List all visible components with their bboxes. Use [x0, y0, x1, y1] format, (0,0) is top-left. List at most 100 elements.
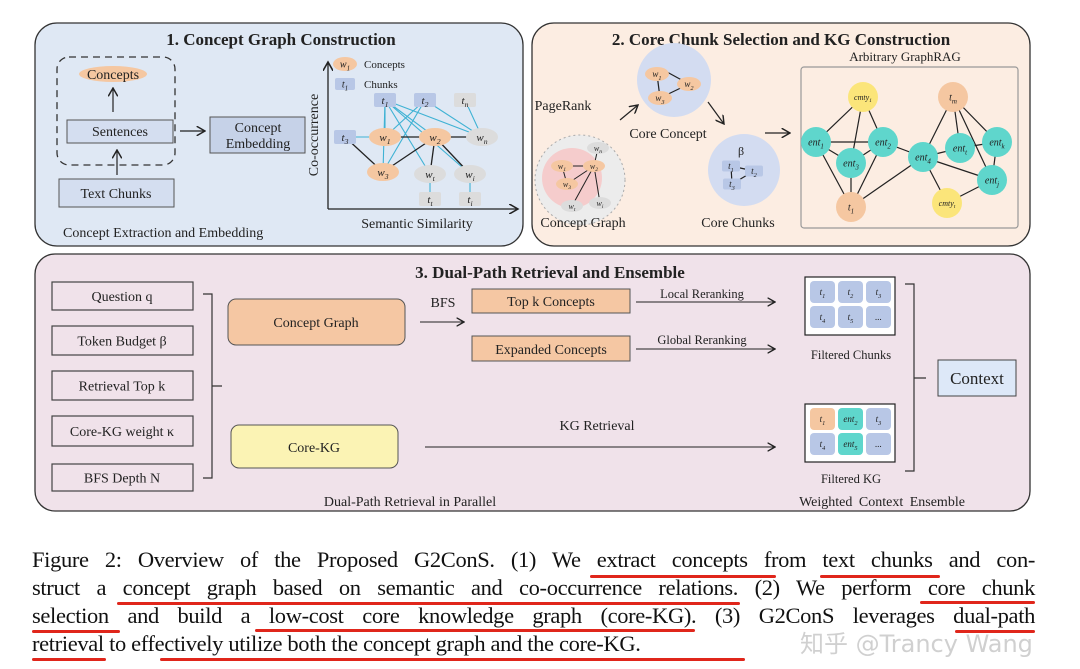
node-label-subscript: 2	[595, 167, 598, 173]
node-label: w3	[377, 167, 388, 181]
graph-edge	[382, 99, 426, 173]
y-axis-label: Co-occurrence	[307, 94, 322, 176]
node-label-base: t	[729, 179, 732, 189]
panel1-title: 1. Concept Graph Construction	[166, 30, 396, 49]
node-label-base: ent	[953, 144, 965, 155]
concept-node	[333, 57, 357, 71]
underline-highlight	[32, 630, 120, 633]
node-label-subscript: 2	[754, 172, 758, 179]
legend-concepts-label: Concepts	[364, 59, 405, 71]
input-parameter-label: BFS Depth N	[84, 472, 160, 487]
result-cell	[866, 408, 891, 430]
kg-node	[932, 188, 962, 218]
node-label-subscript: j	[996, 181, 999, 189]
concept-node	[648, 91, 672, 105]
node-label-subscript: 3	[731, 185, 735, 192]
chunk-node	[414, 93, 436, 107]
node-label-base: t	[876, 414, 879, 424]
chunk-node	[374, 93, 396, 107]
node-label-subscript: 4	[927, 158, 931, 166]
node-label: t4	[820, 439, 826, 452]
node-label-base: t	[848, 312, 851, 322]
node-label-subscript: 2	[854, 420, 858, 427]
kg-retrieval-label: KG Retrieval	[559, 419, 634, 434]
beta-label: β	[738, 144, 744, 158]
g2cons-overview-figure: 1. Concept Graph Construction Concepts S…	[34, 22, 1031, 512]
node-label-base: t	[848, 203, 851, 214]
node-label-subscript: t	[574, 207, 576, 213]
chunk-node	[745, 165, 763, 177]
node-label-subscript: 1	[347, 65, 351, 73]
concept-node	[587, 142, 609, 154]
concept-node	[561, 200, 583, 212]
node-label: tm	[949, 93, 957, 106]
node-label-subscript: t	[430, 199, 433, 208]
node-label-base: w	[558, 162, 564, 171]
node-label: ent5	[843, 439, 857, 452]
node-label-base: ent	[985, 176, 997, 187]
node-label-subscript: 3	[660, 99, 664, 106]
node-label-subscript: 3	[854, 164, 859, 172]
result-cell	[866, 281, 891, 303]
node-label: t1	[342, 80, 348, 93]
expanded-concepts-box	[471, 335, 631, 362]
kg-node	[945, 133, 975, 163]
context-box	[937, 359, 1017, 397]
node-label-subscript: 1	[658, 75, 661, 82]
node-label-base: ent	[989, 138, 1001, 149]
concept-embedding-box	[209, 116, 306, 154]
graph-edge	[952, 96, 993, 181]
result-cell	[866, 433, 891, 455]
node-label-base: ent	[843, 414, 854, 424]
node-label: ent4	[915, 153, 931, 166]
core-kg-label: Core-KG	[288, 441, 340, 456]
graph-edge	[384, 99, 483, 138]
panel-core-chunk-selection: 2. Core Chunk Selection and KG Construct…	[531, 22, 1031, 247]
node-label: w1	[340, 60, 350, 73]
node-label-base: t	[342, 132, 346, 144]
input-parameter-box	[51, 415, 194, 447]
node-label: w1	[652, 69, 661, 82]
kg-node	[848, 82, 878, 112]
concept-node	[414, 165, 446, 183]
caption-line-3: selection and build a low-cost core know…	[32, 603, 1035, 628]
panel3-footer-right: Weighted Context Ensemble	[799, 495, 965, 510]
node-label-base: t	[949, 93, 952, 104]
concept-node	[645, 67, 669, 81]
node-label-base: w	[340, 60, 347, 71]
global-reranking-label: Global Reranking	[657, 333, 747, 347]
node-label: t3	[729, 179, 735, 192]
filtered-kg-label: Filtered KG	[821, 472, 881, 486]
legend-chunks-label: Chunks	[364, 79, 398, 91]
node-label: ...	[875, 312, 882, 322]
node-label-base: cmty	[854, 93, 870, 102]
node-label: w1	[379, 132, 390, 146]
node-label-subscript: 4	[822, 445, 825, 452]
kg-node	[801, 127, 831, 157]
node-label-base: w	[569, 202, 575, 211]
node-label: wt	[569, 202, 576, 213]
node-label-base: w	[594, 144, 600, 153]
chunk-node	[459, 192, 481, 206]
node-label: t1	[382, 95, 389, 109]
panel3-footer-left: Dual-Path Retrieval in Parallel	[324, 495, 496, 510]
result-cell	[838, 306, 863, 328]
graphrag-box	[800, 66, 1019, 229]
concepts-label: Concepts	[87, 68, 139, 83]
node-label-subscript: 2	[850, 293, 854, 300]
node-label-subscript: 1	[731, 167, 734, 174]
node-label: wn	[476, 132, 487, 146]
concept-graph-label: Concept Graph	[540, 216, 625, 231]
core-concept-label: Core Concept	[629, 127, 706, 142]
node-label-subscript: t	[954, 204, 956, 210]
chunk-node	[334, 130, 356, 144]
node-label-base: t	[422, 95, 426, 107]
node-label: t3	[876, 414, 882, 427]
panel2-title: 2. Core Chunk Selection and KG Construct…	[612, 30, 951, 49]
node-label-base: ent	[808, 138, 820, 149]
node-label-base: w	[652, 69, 658, 79]
underline-highlight	[117, 602, 740, 605]
node-label: cmty1	[854, 93, 872, 104]
node-label: wn	[594, 144, 602, 155]
